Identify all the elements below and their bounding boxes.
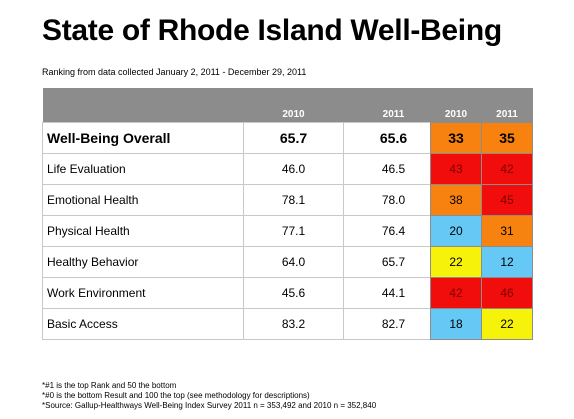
score-2011: 76.4 — [343, 215, 444, 247]
score-2011: 65.6 — [343, 122, 444, 154]
row-label: Emotional Health — [42, 184, 244, 216]
rank-row: 43 42 — [430, 153, 533, 185]
rank-row: 38 45 — [430, 184, 533, 216]
footnote-result: *#0 is the bottom Result and 100 the top… — [42, 391, 310, 400]
rank-row: 33 35 — [430, 122, 533, 154]
footnotes: *#1 is the top Rank and 50 the bottom *#… — [42, 381, 376, 411]
score-2011: 78.0 — [343, 184, 444, 216]
score-2010: 64.0 — [243, 246, 344, 278]
rank-2010: 42 — [430, 277, 482, 309]
score-2011: 46.5 — [343, 153, 444, 185]
score-2010: 46.0 — [243, 153, 344, 185]
score-2011: 44.1 — [343, 277, 444, 309]
rank-2011: 46 — [481, 277, 533, 309]
rank-row: 22 12 — [430, 246, 533, 278]
score-row: Work Environment 45.6 44.1 — [42, 277, 444, 309]
score-2010: 78.1 — [243, 184, 344, 216]
score-row: Emotional Health 78.1 78.0 — [42, 184, 444, 216]
score-row: Well-Being Overall 65.7 65.6 — [42, 122, 444, 154]
score-table: 2010 2011 Well-Being Overall 65.7 65.6 Life… — [42, 88, 444, 340]
rank-2011: 45 — [481, 184, 533, 216]
rank-2010: 38 — [430, 184, 482, 216]
row-label: Physical Health — [42, 215, 244, 247]
score-row: Physical Health 77.1 76.4 — [42, 215, 444, 247]
score-header-category — [42, 88, 244, 123]
score-2010: 45.6 — [243, 277, 344, 309]
rank-2011: 12 — [481, 246, 533, 278]
footnote-rank: *#1 is the top Rank and 50 the bottom — [42, 381, 177, 390]
row-label: Basic Access — [42, 308, 244, 340]
rank-2010: 33 — [430, 122, 482, 154]
rank-2010: 20 — [430, 215, 482, 247]
row-label: Well-Being Overall — [42, 122, 244, 154]
score-2010: 65.7 — [243, 122, 344, 154]
rank-row: 20 31 — [430, 215, 533, 247]
page-subtitle: Ranking from data collected January 2, 2… — [42, 67, 307, 77]
score-row: Life Evaluation 46.0 46.5 — [42, 153, 444, 185]
rank-2011: 22 — [481, 308, 533, 340]
score-header-2011: 2011 — [343, 88, 444, 123]
score-row: Healthy Behavior 64.0 65.7 — [42, 246, 444, 278]
rank-2011: 31 — [481, 215, 533, 247]
score-2011: 65.7 — [343, 246, 444, 278]
rank-row: 42 46 — [430, 277, 533, 309]
score-2010: 83.2 — [243, 308, 344, 340]
score-table-header-row: 2010 2011 — [42, 88, 444, 123]
rank-table-header-row: 2010 2011 — [430, 88, 533, 123]
rank-table: 2010 2011 33 35 43 42 38 45 20 31 22 12 42 46 18 22 — [430, 88, 533, 340]
score-row: Basic Access 83.2 82.7 — [42, 308, 444, 340]
rank-2011: 35 — [481, 122, 533, 154]
rank-table-body: 33 35 43 42 38 45 20 31 22 12 42 46 18 22 — [430, 122, 533, 340]
rank-row: 18 22 — [430, 308, 533, 340]
rank-2010: 43 — [430, 153, 482, 185]
row-label: Healthy Behavior — [42, 246, 244, 278]
row-label: Work Environment — [42, 277, 244, 309]
score-table-body: Well-Being Overall 65.7 65.6 Life Evaluatio… — [42, 122, 444, 340]
page-title: State of Rhode Island Well-Being — [42, 14, 502, 47]
rank-2011: 42 — [481, 153, 533, 185]
score-2011: 82.7 — [343, 308, 444, 340]
footnote-source: *Source: Gallup-Healthways Well-Being In… — [42, 401, 377, 410]
score-header-2010: 2010 — [243, 88, 344, 123]
row-label: Life Evaluation — [42, 153, 244, 185]
rank-header-2010: 2010 — [430, 88, 482, 123]
rank-header-2011: 2011 — [481, 88, 533, 123]
rank-2010: 22 — [430, 246, 482, 278]
score-2010: 77.1 — [243, 215, 344, 247]
rank-2010: 18 — [430, 308, 482, 340]
